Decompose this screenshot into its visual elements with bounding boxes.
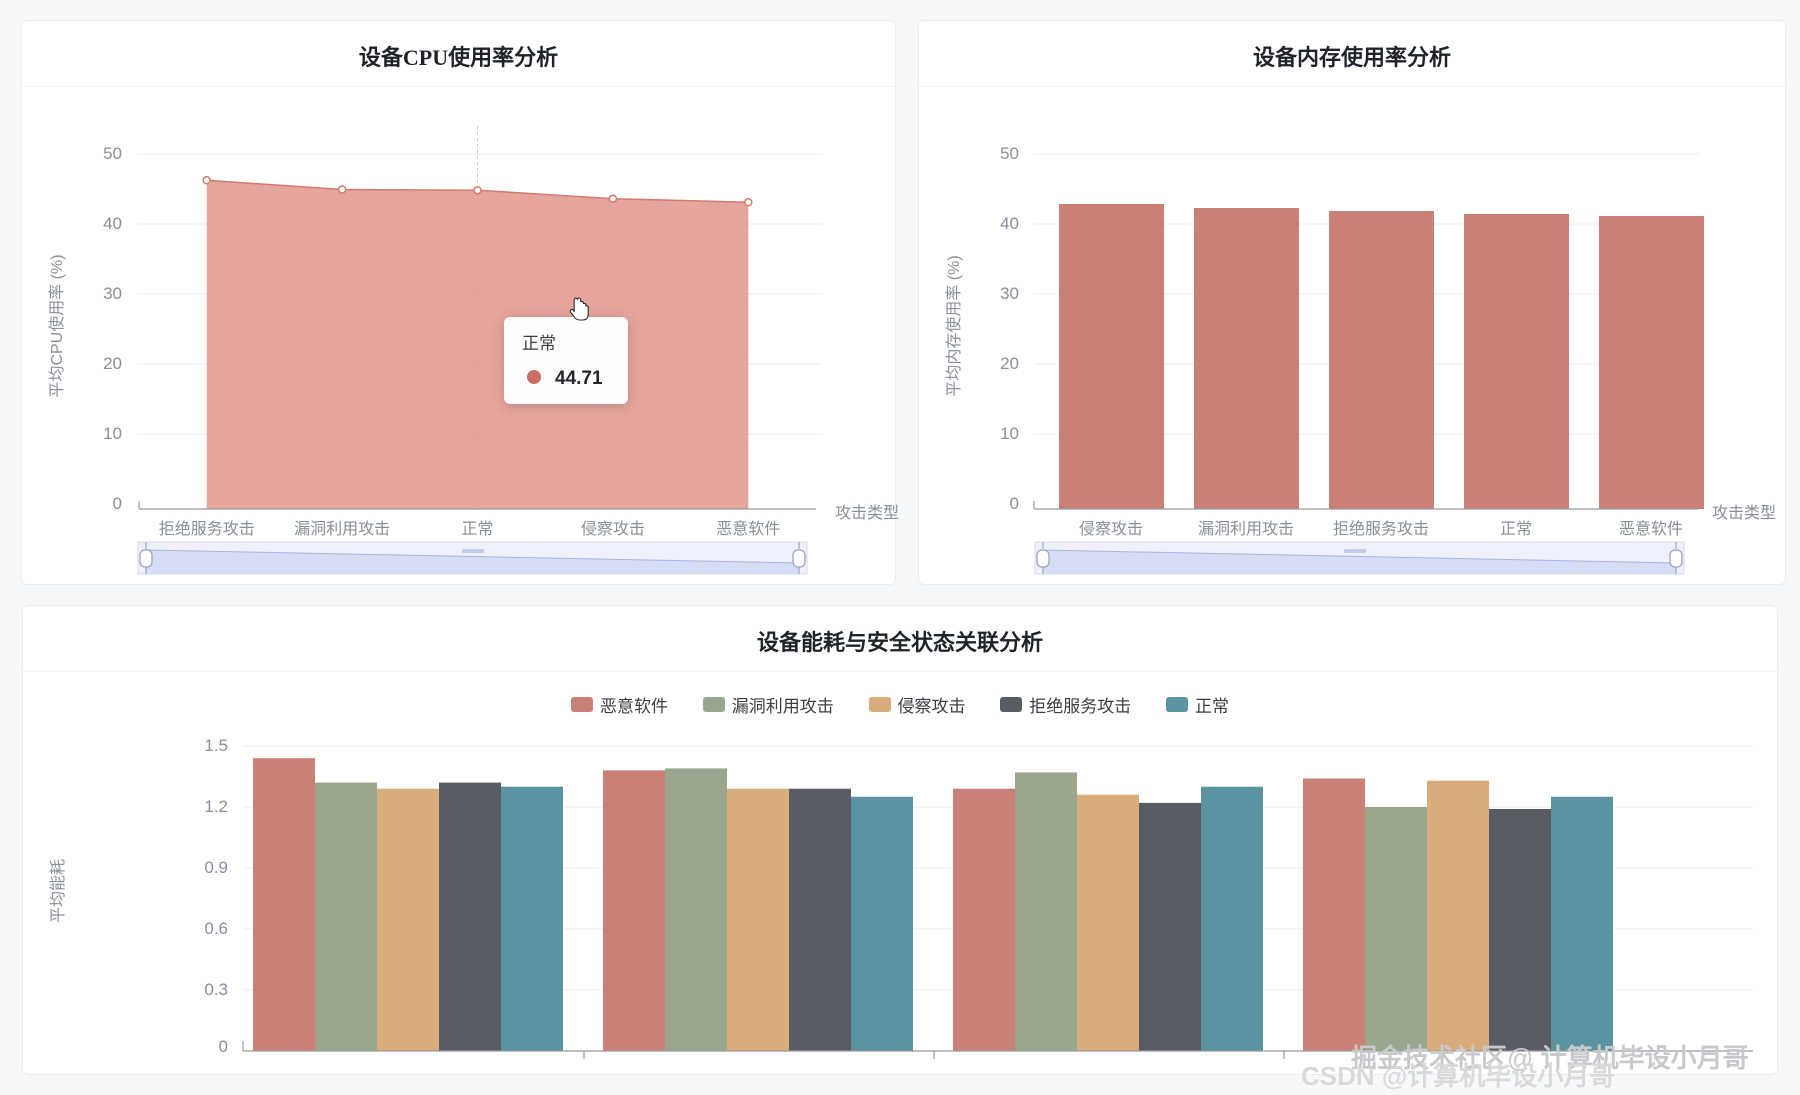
svg-text:拒绝服务攻击: 拒绝服务攻击 [159, 520, 255, 538]
svg-text:拒绝服务攻击: 拒绝服务攻击 [1333, 520, 1429, 538]
svg-text:漏洞利用攻击: 漏洞利用攻击 [1198, 520, 1294, 538]
svg-text:正常: 正常 [1500, 520, 1532, 538]
svg-text:0.9: 0.9 [204, 858, 228, 877]
svg-text:正常: 正常 [461, 520, 493, 538]
svg-text:0: 0 [1010, 494, 1019, 513]
svg-text:侵察攻击: 侵察攻击 [581, 520, 645, 538]
svg-text:30: 30 [1000, 284, 1019, 303]
svg-text:50: 50 [103, 144, 122, 163]
svg-text:平均能耗: 平均能耗 [49, 859, 67, 923]
svg-text:40: 40 [1000, 214, 1019, 233]
svg-text:20: 20 [1000, 354, 1019, 373]
svg-text:10: 10 [103, 424, 122, 443]
svg-text:44.71: 44.71 [555, 368, 603, 389]
svg-text:10: 10 [1000, 424, 1019, 443]
svg-text:平均内存使用率 (%): 平均内存使用率 (%) [945, 255, 963, 396]
svg-text:攻击类型: 攻击类型 [835, 504, 899, 522]
svg-text:恶意软件: 恶意软件 [716, 519, 780, 538]
svg-text:0.3: 0.3 [204, 980, 228, 999]
svg-text:侵察攻击: 侵察攻击 [1079, 520, 1143, 538]
svg-text:0: 0 [113, 494, 122, 513]
svg-text:50: 50 [1000, 144, 1019, 163]
svg-text:1.2: 1.2 [204, 797, 228, 816]
svg-text:平均CPU使用率 (%): 平均CPU使用率 (%) [48, 254, 66, 397]
svg-text:1.5: 1.5 [204, 736, 228, 755]
svg-text:漏洞利用攻击: 漏洞利用攻击 [294, 520, 390, 538]
svg-text:0: 0 [219, 1037, 228, 1056]
svg-text:40: 40 [103, 214, 122, 233]
svg-text:20: 20 [103, 354, 122, 373]
svg-text:恶意软件: 恶意软件 [1619, 519, 1683, 538]
svg-text:正常: 正常 [522, 334, 556, 353]
svg-text:攻击类型: 攻击类型 [1712, 504, 1776, 522]
svg-text:0.6: 0.6 [204, 919, 228, 938]
svg-text:30: 30 [103, 284, 122, 303]
